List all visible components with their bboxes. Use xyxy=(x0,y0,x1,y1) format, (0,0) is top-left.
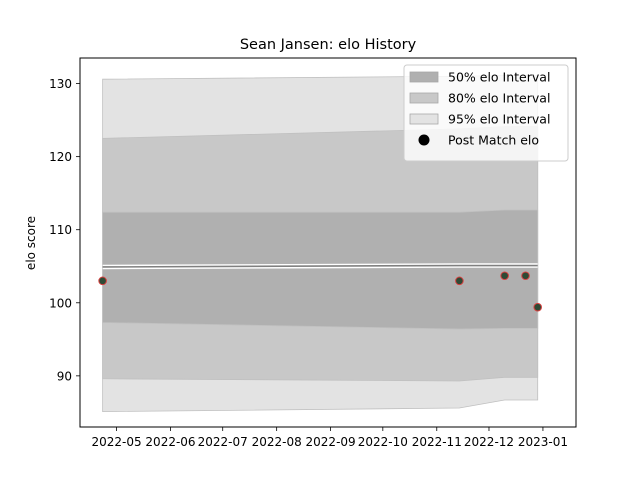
x-axis: 2022-05 2022-06 2022-07 2022-08 2022-09 2022-… xyxy=(91,427,568,449)
mean-elo-line xyxy=(102,263,538,270)
y-tick-label: 120 xyxy=(49,150,72,164)
x-tick-label: 2022-12 xyxy=(464,435,514,449)
95-elo-interval-legend-swatch xyxy=(409,113,439,125)
x-tick-label: 2022-11 xyxy=(412,435,462,449)
x-tick-label: 2022-05 xyxy=(91,435,141,449)
post-match-elo-legend-label: Post Match elo xyxy=(448,133,539,148)
50-elo-interval-legend-swatch xyxy=(409,71,439,83)
mean-line xyxy=(102,264,538,268)
x-tick-label: 2022-06 xyxy=(145,435,195,449)
post-match-elo-legend-marker xyxy=(418,134,430,146)
x-tick-label: 2023-01 xyxy=(518,435,568,449)
post-match-elo-point xyxy=(500,271,509,281)
post-match-elo-point xyxy=(533,302,543,312)
post-match-elo-point xyxy=(98,276,107,286)
legend-box xyxy=(403,64,569,162)
post-match-elo-point xyxy=(455,276,464,286)
x-tick-label: 2022-08 xyxy=(252,435,302,449)
post-match-elo-point xyxy=(521,271,530,281)
50-elo-interval-band xyxy=(102,209,539,330)
x-tick-label: 2022-07 xyxy=(198,435,248,449)
chart-title: Sean Jansen: elo History xyxy=(240,37,417,53)
80-elo-interval-legend-label: 80% elo Interval xyxy=(448,91,550,106)
post-match-points xyxy=(98,271,543,312)
x-tick-label: 2022-10 xyxy=(358,435,408,449)
y-tick-label: 130 xyxy=(49,77,72,91)
50-elo-interval-legend-label: 50% elo Interval xyxy=(448,70,550,85)
y-tick-label: 100 xyxy=(49,296,72,310)
80-elo-interval-legend-swatch xyxy=(409,92,439,104)
y-tick-label: 110 xyxy=(49,223,72,237)
legend: 50% elo Interval 80% elo Interval 95% elo … xyxy=(403,64,569,162)
plot-frame xyxy=(79,57,577,428)
95-elo-interval-legend-label: 95% elo Interval xyxy=(448,112,550,127)
y-axis-label: elo score xyxy=(24,216,38,270)
y-tick-label: 90 xyxy=(57,369,72,383)
x-tick-label: 2022-09 xyxy=(306,435,356,449)
y-axis: 90 100 110 120 130 xyxy=(49,77,80,383)
